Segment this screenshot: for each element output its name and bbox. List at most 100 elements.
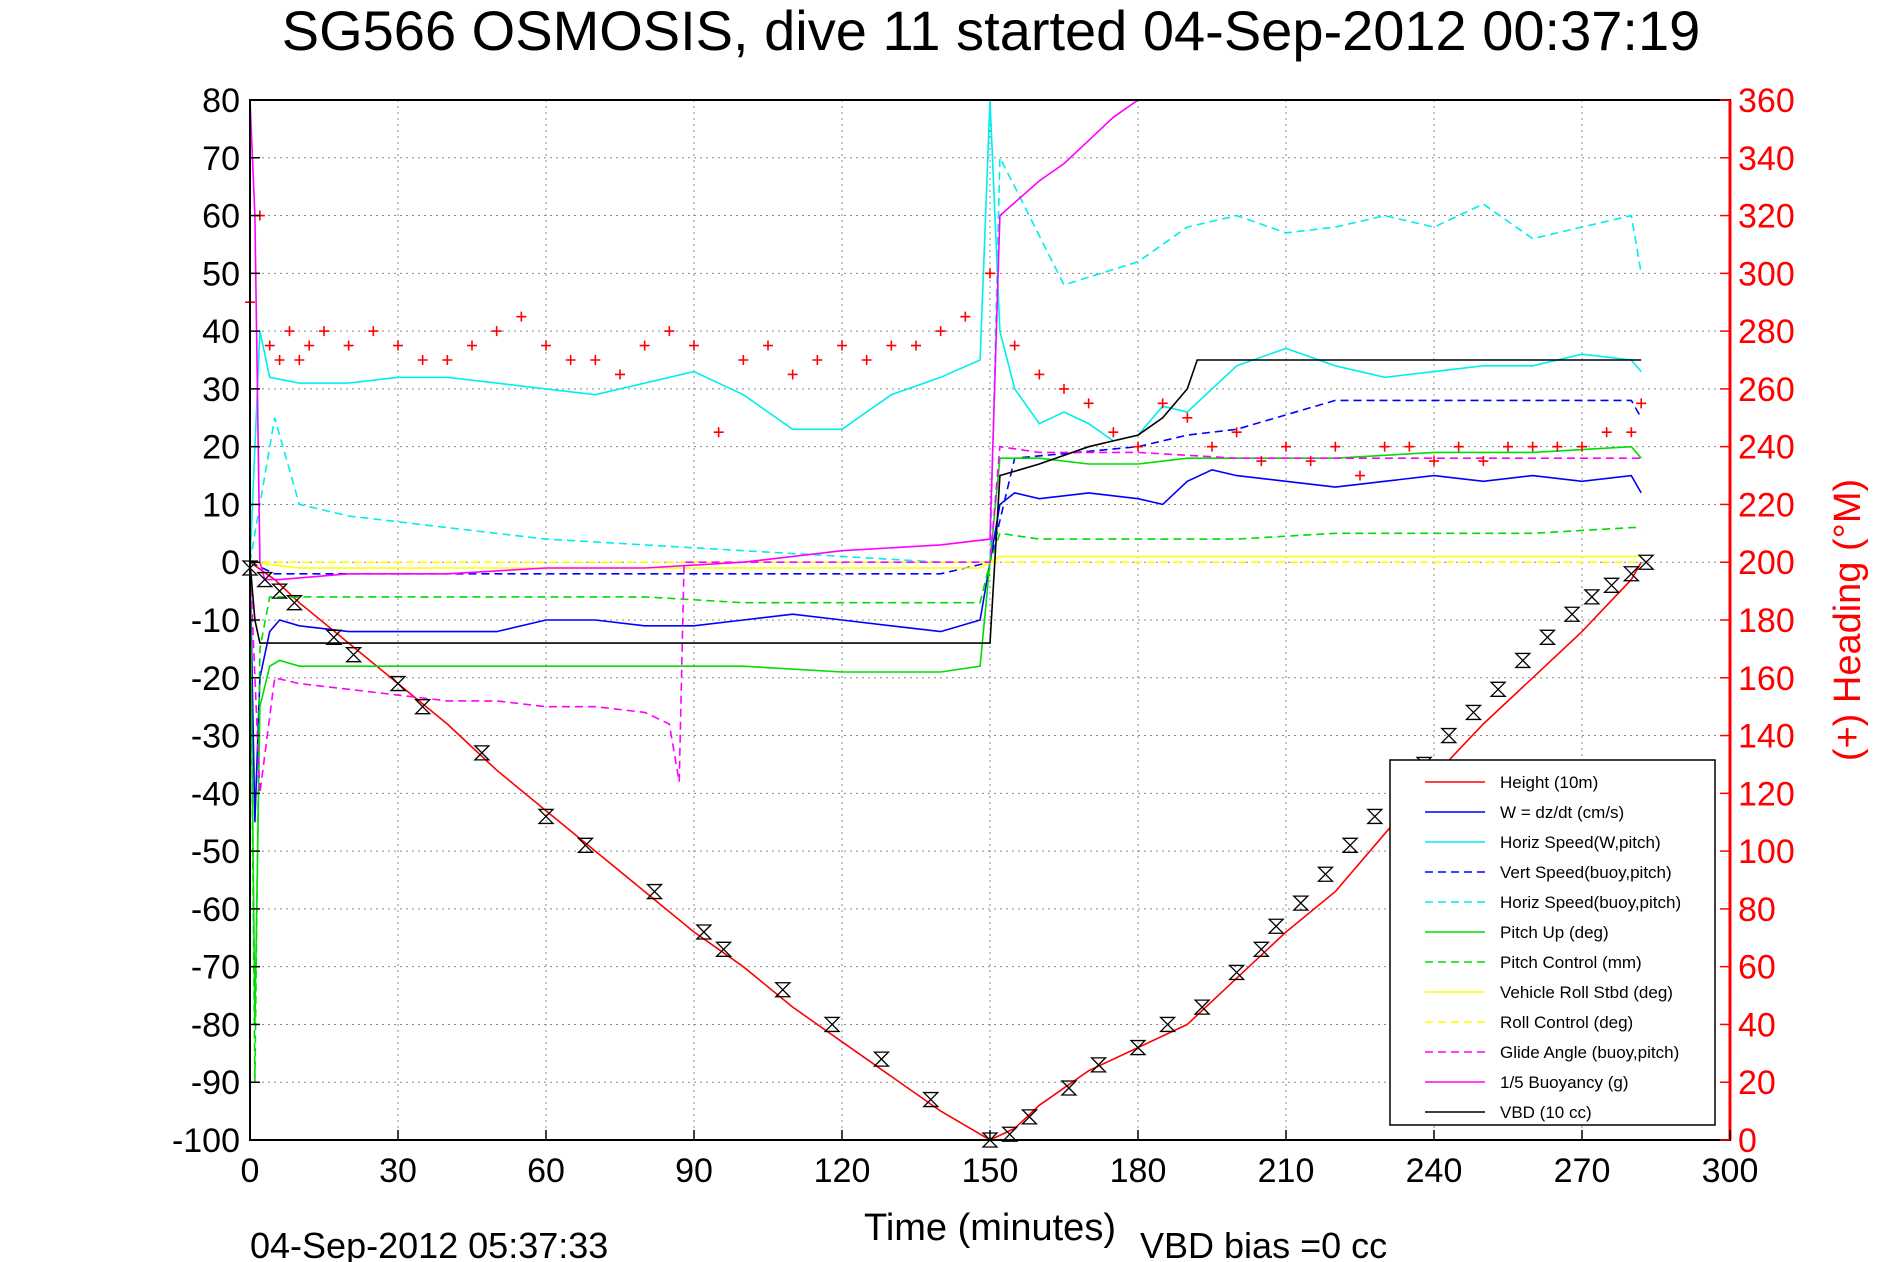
depth-marker (241, 560, 259, 576)
depth-marker (1440, 727, 1458, 744)
heading-marker (1527, 441, 1538, 452)
legend-entry: Pitch Control (mm) (1500, 953, 1642, 972)
depth-marker (645, 883, 664, 900)
heading-marker (516, 311, 527, 322)
y-tick-label: -40 (191, 775, 240, 813)
y-tick-label: 20 (202, 429, 240, 467)
y2-tick-label: 40 (1738, 1006, 1776, 1044)
y-tick-label: -90 (191, 1064, 240, 1102)
x-tick-label: 60 (527, 1152, 565, 1190)
y2-tick-label: 160 (1738, 660, 1795, 698)
heading-marker (763, 340, 773, 351)
y2-tick-label: 260 (1738, 371, 1795, 409)
x-axis-label: Time (minutes) (864, 1207, 1116, 1249)
heading-marker (1355, 470, 1365, 481)
legend-entry: 1/5 Buoyancy (g) (1500, 1073, 1629, 1092)
y-tick-label: 60 (202, 198, 240, 236)
x-tick-label: 300 (1702, 1152, 1759, 1190)
heading-marker (1626, 427, 1637, 438)
heading-marker (664, 326, 675, 337)
x-tick-label: 150 (962, 1152, 1019, 1190)
depth-marker (1129, 1039, 1147, 1056)
x-tick-label: 270 (1554, 1152, 1611, 1190)
depth-marker (256, 571, 274, 588)
heading-marker (264, 340, 275, 351)
y-axis-ticks: 80 70 60 50 40 30 20 10 0 -10 -20 -30 -40 -50 -60 -70 -8… (172, 82, 260, 1160)
y-tick-label: 10 (202, 486, 240, 524)
x-tick-label: 30 (379, 1152, 417, 1190)
heading-marker (1379, 441, 1390, 452)
depth-marker (715, 941, 733, 957)
depth-marker (1464, 704, 1483, 721)
x-tick-label: 0 (241, 1152, 260, 1190)
legend-entry: VBD (10 cc) (1500, 1103, 1592, 1122)
footer-timestamp: 04-Sep-2012 05:37:33 (250, 1225, 608, 1262)
heading-marker (417, 355, 428, 365)
heading-marker (615, 369, 625, 380)
y2-tick-label: 200 (1738, 544, 1795, 582)
heading-marker (565, 355, 576, 365)
y2-tick-label: 340 (1738, 140, 1795, 178)
legend-entry: Roll Control (deg) (1500, 1013, 1633, 1032)
heading-marker (1108, 427, 1119, 438)
heading-marker (1577, 441, 1587, 452)
y-tick-label: -20 (191, 660, 240, 698)
heading-marker (738, 355, 749, 365)
y-tick-label: -70 (191, 949, 240, 987)
depth-marker (1366, 808, 1384, 825)
heading-marker (1182, 412, 1193, 423)
y-tick-label: -60 (191, 891, 240, 929)
heading-marker (1404, 441, 1415, 452)
depth-marker (1060, 1080, 1078, 1096)
depth-marker (1020, 1109, 1039, 1125)
heading-marker (304, 340, 315, 351)
y2-tick-label: 180 (1738, 602, 1795, 640)
legend-entry: Pitch Up (deg) (1500, 923, 1609, 942)
heading-marker (1059, 383, 1069, 394)
footer-vbd-bias: VBD bias =0 cc (1140, 1225, 1387, 1262)
heading-marker (689, 340, 699, 351)
x-tick-label: 120 (814, 1152, 871, 1190)
heading-marker (541, 340, 551, 351)
y2-tick-label: 300 (1738, 255, 1795, 293)
series-line (249, 157, 1642, 563)
heading-marker (861, 355, 872, 365)
y2-tick-label: 320 (1738, 198, 1795, 236)
depth-marker (1089, 1057, 1108, 1073)
legend-box (1389, 759, 1716, 1126)
heading-marker (985, 268, 995, 279)
depth-marker (823, 1016, 841, 1033)
y2-tick-label: 280 (1738, 313, 1795, 351)
series-line (249, 526, 1642, 1083)
heading-marker (343, 340, 354, 351)
depth-marker (1159, 1016, 1177, 1033)
heading-marker (1231, 427, 1242, 438)
y2-tick-label: 80 (1738, 891, 1776, 929)
y2-tick-label: 220 (1738, 486, 1795, 524)
y2-tick-label: 60 (1738, 949, 1776, 987)
depth-marker (1489, 681, 1507, 697)
heading-marker (442, 355, 453, 365)
legend-entry: Vehicle Roll Stbd (deg) (1500, 983, 1673, 1002)
depth-marker (1228, 964, 1246, 981)
y-tick-label: -50 (191, 833, 240, 871)
y2-axis-label: (+) Heading (°M) (1827, 479, 1869, 761)
depth-marker (1292, 895, 1310, 911)
series-line (249, 359, 1642, 644)
depth-marker (872, 1051, 891, 1067)
y2-tick-label: 240 (1738, 429, 1795, 467)
heading-marker (911, 340, 921, 351)
heading-marker (1133, 441, 1143, 452)
heading-marker (639, 340, 650, 351)
x-tick-label: 180 (1110, 1152, 1167, 1190)
heading-marker (787, 369, 798, 380)
heading-marker (1601, 427, 1612, 438)
heading-marker (1305, 456, 1316, 467)
heading-marker (491, 326, 502, 337)
depth-marker (1252, 941, 1270, 957)
x-tick-label: 90 (675, 1152, 713, 1190)
depth-marker (473, 745, 491, 761)
heading-marker (1636, 398, 1647, 409)
legend-entry: Glide Angle (buoy,pitch) (1500, 1043, 1679, 1062)
y-tick-label: -10 (191, 602, 240, 640)
